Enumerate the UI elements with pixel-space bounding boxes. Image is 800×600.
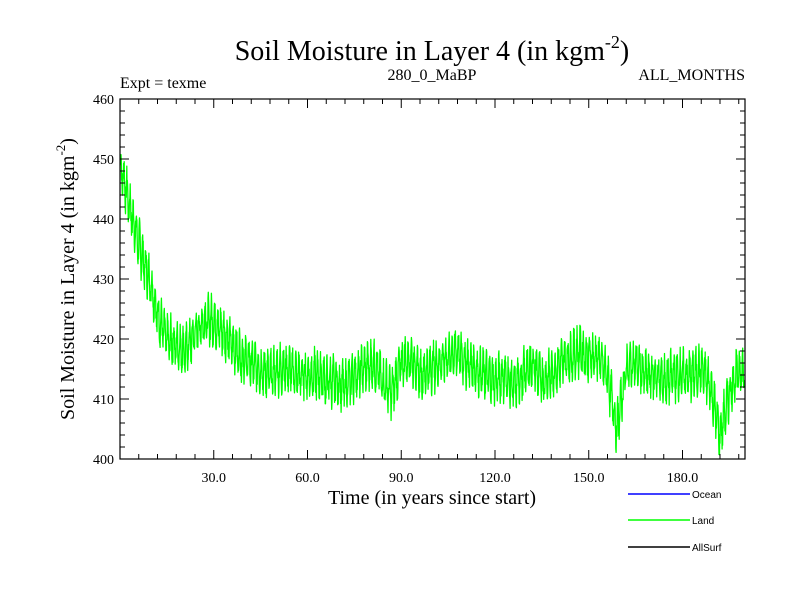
subtitle-months: ALL_MONTHS [638,67,745,84]
y-tick-label: 430 [93,273,114,288]
legend-label-land: Land [692,516,714,527]
plot-frame [119,98,746,460]
chart-title-superscript: -2 [605,32,620,52]
x-tick-label: 120.0 [479,471,511,486]
y-axis-label-main: Soil Moisture in Layer 4 (in kgm [57,155,79,420]
y-tick-label: 420 [93,333,114,348]
series-line-land [120,153,745,456]
x-tick-label: 180.0 [667,471,699,486]
series-layer [120,153,745,456]
y-axis-label-close: ) [57,138,79,145]
ticks-layer: 400 410 420 430 440 450 460 30.0 60.0 90.0 120.0 15… [93,93,745,486]
y-tick-label: 440 [93,213,114,228]
legend: Ocean Land AllSurf [628,490,722,554]
chart-title: Soil Moisture in Layer 4 (in kgm-2) [235,32,630,67]
x-tick-label: 60.0 [295,471,320,486]
legend-label-allsurf: AllSurf [692,543,722,554]
y-tick-label: 460 [93,93,114,108]
x-tick-label: 90.0 [389,471,414,486]
subtitle-experiment: Expt = texme [120,75,206,92]
y-tick-label: 400 [93,453,114,468]
chart-title-close: ) [620,36,629,67]
legend-label-ocean: Ocean [692,490,721,501]
y-axis-label-superscript: -2 [53,145,68,156]
y-tick-label: 410 [93,393,114,408]
chart-title-main: Soil Moisture in Layer 4 (in kgm [235,36,605,67]
x-tick-label: 150.0 [573,471,605,486]
x-tick-label: 30.0 [202,471,227,486]
x-axis-label: Time (in years since start) [328,487,536,509]
y-axis-label: Soil Moisture in Layer 4 (in kgm-2) [53,138,79,420]
subtitle-period: 280_0_MaBP [388,67,477,84]
y-tick-label: 450 [93,153,114,168]
